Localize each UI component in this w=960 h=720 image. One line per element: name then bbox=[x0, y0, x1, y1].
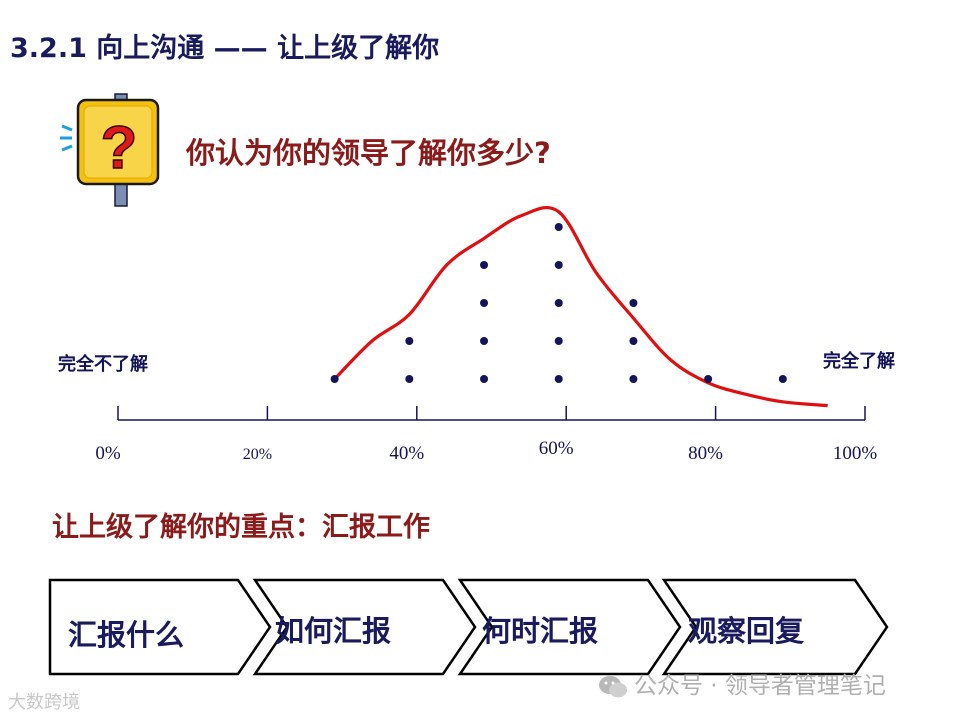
response-dot bbox=[554, 337, 563, 345]
response-dot bbox=[480, 337, 489, 345]
response-dot bbox=[629, 299, 638, 307]
step-label-2: 如何汇报 bbox=[275, 614, 392, 648]
response-dot bbox=[480, 261, 489, 269]
step-label-3: 何时汇报 bbox=[482, 614, 599, 648]
wechat-icon bbox=[599, 675, 627, 697]
response-dot bbox=[480, 299, 489, 307]
svg-text:?: ? bbox=[101, 114, 138, 181]
response-dot bbox=[704, 375, 713, 383]
page-title: 3.2.1 向上沟通 —— 让上级了解你 bbox=[10, 33, 440, 64]
response-dot bbox=[629, 375, 638, 383]
left-extreme-label: 完全不了解 bbox=[58, 353, 148, 375]
response-dot bbox=[480, 375, 489, 383]
response-dot bbox=[778, 375, 787, 383]
right-extreme-label: 完全了解 bbox=[823, 350, 895, 372]
response-dot bbox=[554, 261, 563, 269]
response-dot bbox=[554, 375, 563, 383]
response-dot bbox=[629, 337, 638, 345]
watermark-left: 大数跨境 bbox=[8, 692, 80, 713]
key-point-text: 让上级了解你的重点：汇报工作 bbox=[52, 512, 430, 543]
distribution-curve bbox=[333, 206, 828, 408]
x-tick-label: 60% bbox=[539, 438, 574, 459]
x-tick-label: 80% bbox=[688, 443, 723, 464]
question-sign-icon: ? bbox=[60, 93, 160, 207]
question-text: 你认为你的领导了解你多少? bbox=[186, 136, 551, 170]
step-label-1: 汇报什么 bbox=[68, 618, 185, 652]
response-dot bbox=[405, 337, 414, 345]
x-tick-label: 100% bbox=[833, 443, 878, 464]
x-tick-label: 0% bbox=[95, 443, 121, 464]
watermark-right: 公众号 · 领导者管理笔记 bbox=[598, 666, 886, 700]
distribution-chart: 0% 20% 40% 60% 80% 100% 完全不了解 完全了解 bbox=[58, 206, 895, 464]
response-dot bbox=[554, 223, 563, 231]
response-dot bbox=[405, 375, 414, 383]
step-label-4: 观察回复 bbox=[688, 614, 805, 648]
watermark-right-text: 公众号 · 领导者管理笔记 bbox=[634, 673, 886, 699]
x-tick-label: 20% bbox=[243, 446, 272, 463]
response-dot bbox=[554, 299, 563, 307]
response-dot bbox=[330, 375, 339, 383]
x-tick-label: 40% bbox=[389, 443, 424, 464]
